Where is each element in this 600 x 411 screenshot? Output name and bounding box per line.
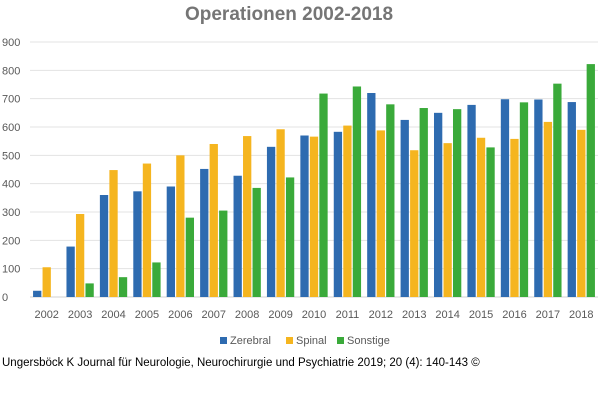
bar-zerebral-2003 — [66, 246, 75, 297]
x-tick-label: 2011 — [336, 309, 360, 321]
bar-zerebral-2005 — [133, 191, 142, 297]
bar-spinal-2002 — [42, 267, 51, 297]
x-tick-label: 2003 — [68, 309, 92, 321]
bar-sonstige-2007 — [219, 210, 228, 297]
x-tick-label: 2009 — [268, 309, 292, 321]
bar-spinal-2004 — [109, 170, 118, 297]
bar-spinal-2015 — [476, 137, 486, 297]
bar-zerebral-2008 — [233, 175, 242, 297]
y-tick-label: 900 — [2, 37, 20, 49]
bar-zerebral-2011 — [333, 131, 343, 297]
legend-label-zerebral: Zerebral — [230, 335, 271, 347]
y-tick-label: 300 — [2, 207, 20, 219]
bar-sonstige-2008 — [252, 187, 261, 297]
legend-label-spinal: Spinal — [296, 335, 327, 347]
bar-zerebral-2007 — [200, 168, 209, 297]
legend-swatch-spinal — [286, 337, 293, 344]
y-tick-label: 800 — [2, 65, 20, 77]
bar-spinal-2017 — [543, 121, 553, 298]
bar-spinal-2005 — [142, 163, 152, 297]
bar-zerebral-2006 — [166, 186, 176, 297]
x-tick-label: 2010 — [302, 309, 326, 321]
bar-spinal-2018 — [577, 129, 586, 297]
y-tick-label: 100 — [2, 264, 20, 276]
bar-spinal-2010 — [309, 136, 319, 297]
x-tick-label: 2005 — [135, 309, 159, 321]
x-tick-label: 2004 — [101, 309, 125, 321]
bar-spinal-2016 — [510, 138, 519, 297]
legend-swatch-zerebral — [220, 337, 227, 344]
y-tick-label: 0 — [2, 292, 8, 304]
bar-zerebral-2018 — [567, 102, 576, 297]
bar-sonstige-2014 — [452, 109, 462, 298]
bar-spinal-2009 — [276, 129, 285, 297]
bar-zerebral-2014 — [433, 112, 443, 297]
bar-sonstige-2009 — [285, 177, 295, 297]
bar-chart: Operationen 2002-2018 0 100 200 300 400 500 60… — [2, 4, 598, 347]
x-tick-label: 2006 — [168, 309, 192, 321]
bar-spinal-2006 — [176, 155, 185, 297]
bar-zerebral-2004 — [99, 195, 109, 297]
y-axis-ticks: 0 100 200 300 400 500 600 700 800 900 — [2, 37, 20, 304]
y-tick-label: 200 — [2, 235, 20, 247]
bar-sonstige-2003 — [85, 283, 94, 297]
y-tick-label: 700 — [2, 94, 20, 106]
bar-sonstige-2013 — [419, 108, 428, 298]
legend-swatch-sonstige — [337, 337, 344, 344]
legend: Zerebral Spinal Sonstige — [220, 335, 390, 347]
bar-zerebral-2010 — [300, 135, 309, 297]
bar-sonstige-2005 — [152, 262, 161, 297]
bar-spinal-2003 — [75, 213, 85, 297]
bar-sonstige-2015 — [486, 147, 495, 297]
chart-title: Operationen 2002-2018 — [185, 4, 393, 25]
bar-zerebral-2015 — [467, 104, 476, 298]
bar-sonstige-2012 — [386, 104, 395, 297]
x-tick-label: 2016 — [502, 309, 526, 321]
bar-spinal-2014 — [443, 143, 452, 297]
bar-sonstige-2018 — [586, 64, 595, 297]
bar-sonstige-2011 — [352, 86, 362, 297]
bar-spinal-2008 — [243, 136, 252, 297]
x-tick-label: 2008 — [235, 309, 259, 321]
bar-sonstige-2017 — [553, 83, 562, 298]
bar-zerebral-2012 — [367, 93, 376, 297]
y-tick-label: 500 — [2, 150, 20, 162]
bar-sonstige-2010 — [319, 93, 328, 297]
bar-zerebral-2016 — [500, 99, 510, 297]
bar-spinal-2012 — [376, 130, 385, 297]
x-tick-label: 2014 — [435, 309, 459, 321]
x-tick-label: 2015 — [469, 309, 493, 321]
x-tick-label: 2002 — [34, 309, 58, 321]
bar-spinal-2007 — [209, 144, 218, 297]
source-caption: Ungersböck K Journal für Neurologie, Neu… — [2, 357, 480, 369]
y-tick-label: 600 — [2, 122, 20, 134]
bar-sonstige-2016 — [519, 102, 529, 297]
bar-sonstige-2006 — [185, 217, 195, 297]
x-tick-label: 2007 — [202, 309, 226, 321]
x-tick-label: 2012 — [369, 309, 393, 321]
bar-zerebral-2009 — [266, 146, 276, 297]
bar-zerebral-2013 — [400, 119, 409, 298]
x-tick-label: 2017 — [536, 309, 560, 321]
x-axis-ticks: 2002 2003 2004 2005 2006 2007 2008 2009 2010 2011… — [34, 309, 593, 321]
bar-spinal-2013 — [410, 150, 419, 297]
bar-zerebral-2002 — [33, 290, 42, 297]
legend-label-sonstige: Sonstige — [347, 335, 390, 347]
bar-zerebral-2017 — [534, 99, 543, 298]
y-tick-label: 400 — [2, 179, 20, 191]
x-tick-label: 2013 — [402, 309, 426, 321]
bars — [33, 64, 595, 298]
bar-sonstige-2004 — [118, 277, 128, 297]
bar-spinal-2011 — [343, 125, 352, 297]
x-tick-label: 2018 — [569, 309, 593, 321]
